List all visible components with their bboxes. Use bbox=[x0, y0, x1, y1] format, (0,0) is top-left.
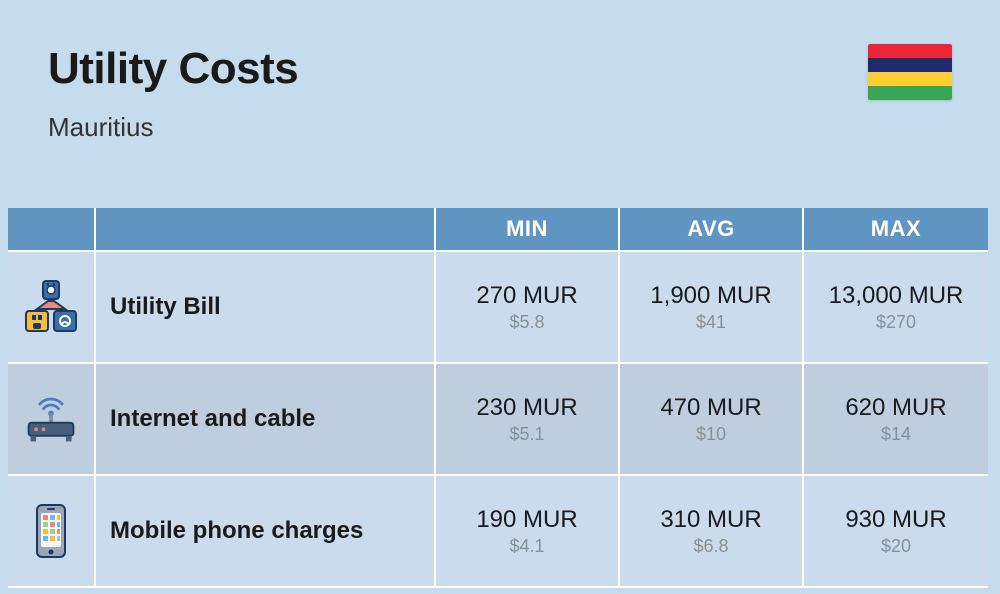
value-secondary: $5.8 bbox=[509, 312, 544, 333]
value-primary: 930 MUR bbox=[845, 506, 946, 534]
value-secondary: $14 bbox=[881, 424, 911, 445]
utilities-icon bbox=[23, 279, 79, 335]
flag-stripe bbox=[868, 58, 952, 72]
cost-table: MIN AVG MAX bbox=[8, 208, 988, 588]
cell-max: 620 MUR $14 bbox=[804, 364, 988, 476]
cell-min: 190 MUR $4.1 bbox=[436, 476, 620, 588]
row-label: Utility Bill bbox=[110, 293, 221, 321]
value-primary: 230 MUR bbox=[476, 394, 577, 422]
phone-icon bbox=[23, 503, 79, 559]
flag-stripe bbox=[868, 72, 952, 86]
header-blank bbox=[96, 208, 436, 252]
cell-avg: 1,900 MUR $41 bbox=[620, 252, 804, 364]
value-primary: 470 MUR bbox=[660, 394, 761, 422]
header: Utility Costs Mauritius bbox=[0, 0, 1000, 173]
value-secondary: $4.1 bbox=[509, 536, 544, 557]
value-secondary: $6.8 bbox=[693, 536, 728, 557]
value-primary: 13,000 MUR bbox=[829, 282, 964, 310]
header-blank bbox=[8, 208, 96, 252]
col-header-max: MAX bbox=[804, 208, 988, 252]
row-label-cell: Mobile phone charges bbox=[96, 476, 436, 588]
value-primary: 270 MUR bbox=[476, 282, 577, 310]
cell-min: 270 MUR $5.8 bbox=[436, 252, 620, 364]
router-icon bbox=[23, 391, 79, 447]
flag-stripe bbox=[868, 86, 952, 100]
value-primary: 620 MUR bbox=[845, 394, 946, 422]
row-label: Mobile phone charges bbox=[110, 517, 363, 545]
table-row: Internet and cable 230 MUR $5.1 470 MUR … bbox=[8, 364, 988, 476]
value-primary: 190 MUR bbox=[476, 506, 577, 534]
row-icon-cell bbox=[8, 364, 96, 476]
value-secondary: $20 bbox=[881, 536, 911, 557]
title-block: Utility Costs Mauritius bbox=[48, 44, 298, 143]
table-row: Utility Bill 270 MUR $5.8 1,900 MUR $41 … bbox=[8, 252, 988, 364]
row-icon-cell bbox=[8, 476, 96, 588]
row-label: Internet and cable bbox=[110, 405, 315, 433]
value-secondary: $41 bbox=[696, 312, 726, 333]
cell-avg: 470 MUR $10 bbox=[620, 364, 804, 476]
row-label-cell: Internet and cable bbox=[96, 364, 436, 476]
value-secondary: $270 bbox=[876, 312, 916, 333]
row-label-cell: Utility Bill bbox=[96, 252, 436, 364]
value-secondary: $5.1 bbox=[509, 424, 544, 445]
value-secondary: $10 bbox=[696, 424, 726, 445]
col-header-avg: AVG bbox=[620, 208, 804, 252]
cell-min: 230 MUR $5.1 bbox=[436, 364, 620, 476]
row-icon-cell bbox=[8, 252, 96, 364]
flag-mauritius bbox=[868, 44, 952, 100]
page-title: Utility Costs bbox=[48, 44, 298, 94]
cell-max: 930 MUR $20 bbox=[804, 476, 988, 588]
table-row: Mobile phone charges 190 MUR $4.1 310 MU… bbox=[8, 476, 988, 588]
page-subtitle: Mauritius bbox=[48, 112, 298, 143]
col-header-min: MIN bbox=[436, 208, 620, 252]
table-header-row: MIN AVG MAX bbox=[8, 208, 988, 252]
value-primary: 1,900 MUR bbox=[650, 282, 771, 310]
cell-max: 13,000 MUR $270 bbox=[804, 252, 988, 364]
cell-avg: 310 MUR $6.8 bbox=[620, 476, 804, 588]
flag-stripe bbox=[868, 44, 952, 58]
page: Utility Costs Mauritius MIN AVG MAX bbox=[0, 0, 1000, 594]
value-primary: 310 MUR bbox=[660, 506, 761, 534]
